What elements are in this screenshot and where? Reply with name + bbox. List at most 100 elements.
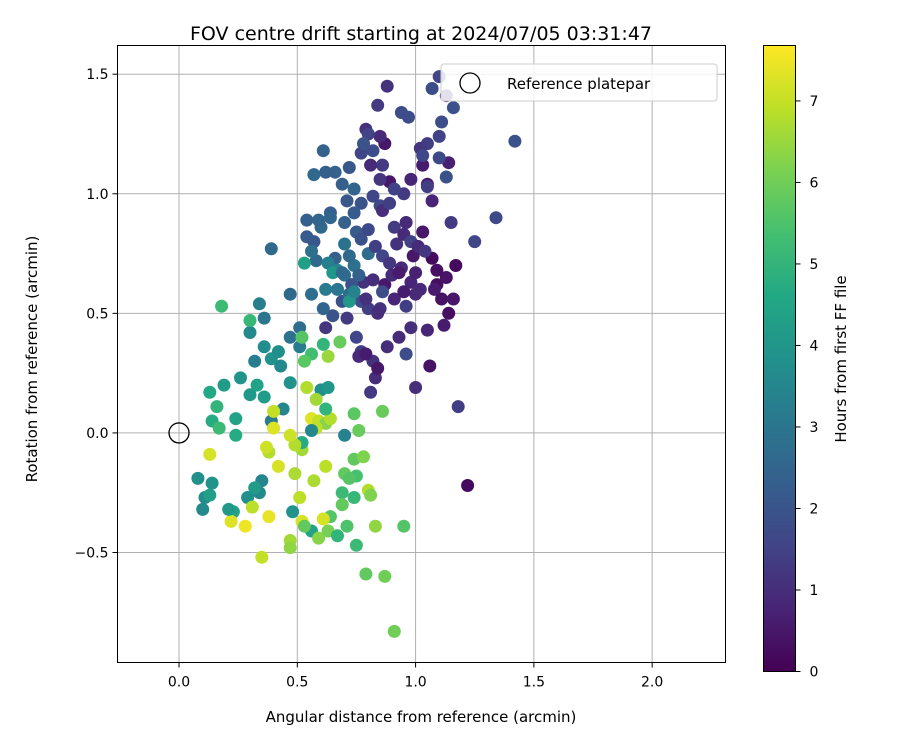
data-point [295, 330, 309, 344]
data-point [420, 180, 434, 194]
data-point [316, 512, 330, 526]
data-point [321, 381, 335, 394]
data-point [399, 347, 413, 361]
data-point [319, 459, 333, 473]
data-point [210, 400, 224, 414]
data-point [359, 567, 373, 581]
colorbar-tick-label: 2 [810, 501, 819, 517]
data-point [248, 481, 262, 495]
data-point [387, 182, 401, 196]
data-point [229, 412, 243, 426]
data-point [489, 211, 503, 225]
data-point [376, 158, 389, 172]
data-point [323, 211, 337, 225]
data-point [366, 189, 380, 203]
data-point [357, 137, 370, 151]
data-point [409, 266, 423, 280]
data-point [380, 340, 394, 354]
data-point [257, 340, 271, 354]
data-point [392, 330, 406, 344]
data-point [371, 361, 385, 375]
data-point [397, 285, 411, 299]
data-point [241, 491, 255, 504]
plot-background [117, 45, 726, 663]
data-point [229, 428, 243, 442]
data-point [257, 311, 271, 325]
data-point [300, 230, 314, 244]
data-point [444, 216, 458, 229]
data-point [238, 519, 252, 533]
data-point [435, 115, 449, 129]
data-point [331, 282, 344, 296]
data-point [364, 158, 378, 172]
data-point [380, 79, 394, 93]
colorbar-tick-label: 0 [810, 665, 819, 681]
data-point [420, 323, 434, 337]
data-point [361, 223, 375, 237]
data-point [449, 259, 463, 272]
data-point [383, 196, 397, 210]
data-point [319, 402, 333, 416]
colorbar-tick-label: 3 [810, 420, 819, 436]
data-point [347, 491, 361, 504]
data-point [347, 285, 361, 299]
data-point [376, 285, 389, 299]
data-point [316, 144, 330, 158]
data-point [283, 376, 297, 390]
data-point [425, 194, 439, 208]
legend-marker-icon [459, 72, 481, 94]
data-point [378, 569, 392, 583]
data-point [255, 550, 269, 564]
data-point [288, 467, 302, 481]
data-point [196, 502, 210, 516]
data-point [347, 259, 361, 272]
data-point [364, 488, 378, 502]
data-point [326, 309, 340, 323]
data-point [283, 541, 297, 555]
data-point [248, 354, 262, 368]
data-point [392, 266, 406, 280]
data-point [387, 220, 401, 234]
data-point [297, 519, 311, 533]
data-point [323, 412, 337, 426]
data-point [331, 529, 344, 543]
chart-title: FOV centre drift starting at 2024/07/05 … [190, 23, 652, 45]
data-point [404, 172, 418, 186]
data-point [288, 438, 302, 452]
data-point [340, 519, 354, 533]
data-point [418, 244, 432, 258]
data-point [342, 294, 356, 308]
data-point [335, 177, 349, 191]
plot-frame [117, 45, 726, 663]
y-axis-label: Rotation from reference (arcmin) [23, 236, 41, 483]
x-tick-label: 0.5 [286, 675, 308, 691]
data-point [300, 381, 314, 394]
data-point [243, 326, 257, 339]
colorbar-tick-label: 4 [810, 338, 819, 354]
data-point [409, 287, 423, 301]
colorbar-tick-label: 6 [810, 175, 819, 191]
y-tick-label: 0.5 [86, 306, 108, 322]
data-point [328, 165, 342, 179]
data-point [390, 237, 404, 251]
data-point [283, 330, 297, 344]
data-point [283, 287, 297, 301]
data-point [371, 306, 385, 320]
data-point [319, 321, 333, 335]
data-points [191, 70, 522, 638]
y-tick-label: 1.5 [86, 67, 108, 83]
data-point [347, 206, 361, 220]
data-point [364, 385, 378, 399]
plot-area: 0.0 0.5 1.0 1.5 2.0 −0.5 0.0 0.5 1.0 1.5 Referen… [75, 45, 726, 691]
data-point [402, 110, 415, 124]
data-point [425, 82, 439, 95]
data-point [399, 299, 413, 313]
data-point [416, 149, 430, 162]
reference-platepar-marker [168, 422, 190, 444]
data-point [312, 531, 326, 545]
data-point [354, 196, 368, 210]
data-point [257, 390, 271, 404]
data-point [352, 268, 366, 282]
data-point [352, 424, 366, 437]
data-point [307, 474, 321, 488]
